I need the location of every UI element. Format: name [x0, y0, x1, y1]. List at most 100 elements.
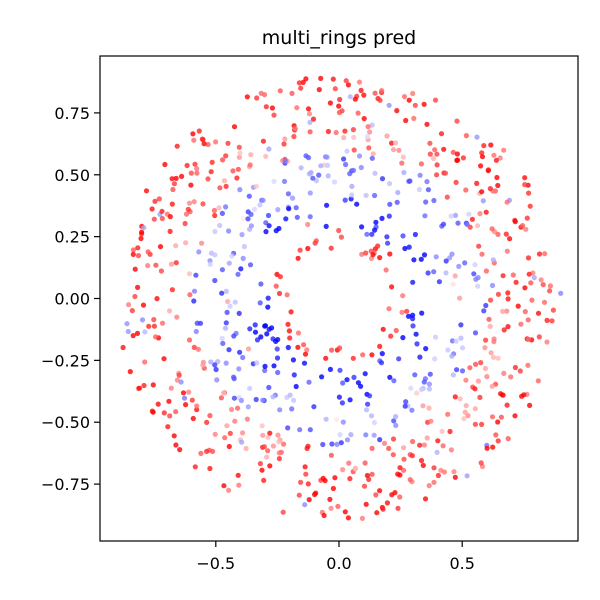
- data-point: [285, 321, 291, 327]
- data-point: [162, 161, 168, 168]
- data-point: [212, 228, 218, 235]
- data-point: [277, 88, 283, 94]
- data-point: [535, 310, 542, 316]
- data-point: [450, 281, 456, 287]
- data-point: [253, 183, 259, 189]
- data-point: [159, 208, 165, 214]
- data-point: [472, 330, 479, 336]
- data-point: [285, 425, 291, 431]
- data-point: [327, 366, 333, 372]
- data-point: [259, 467, 265, 473]
- data-point: [271, 178, 277, 184]
- data-point: [327, 100, 333, 106]
- data-point: [220, 157, 226, 163]
- data-point: [410, 312, 416, 318]
- data-point: [329, 347, 335, 353]
- data-point: [547, 283, 554, 289]
- data-point: [501, 147, 507, 153]
- data-point: [351, 134, 357, 140]
- y-tick-label: 0.50: [54, 166, 90, 185]
- data-point: [495, 355, 501, 361]
- data-point: [219, 267, 225, 273]
- data-point: [371, 420, 377, 426]
- data-point: [236, 144, 242, 150]
- data-point: [248, 223, 254, 229]
- data-point: [359, 251, 365, 257]
- data-point: [460, 155, 466, 161]
- data-point: [173, 260, 179, 266]
- data-point: [482, 365, 488, 372]
- data-point: [161, 410, 167, 416]
- data-point: [292, 126, 298, 132]
- data-point: [288, 309, 294, 315]
- data-point: [431, 479, 437, 485]
- data-point: [432, 356, 438, 362]
- data-point: [356, 153, 363, 159]
- data-point: [149, 206, 155, 212]
- data-point: [389, 140, 395, 146]
- data-point: [275, 432, 281, 438]
- data-point: [261, 477, 267, 483]
- data-point: [266, 146, 272, 152]
- data-point: [305, 245, 311, 252]
- data-point: [444, 194, 450, 200]
- data-point: [275, 369, 281, 376]
- data-point: [403, 117, 409, 124]
- data-point: [245, 216, 251, 222]
- data-point: [240, 255, 246, 261]
- data-point: [453, 179, 459, 185]
- data-point: [529, 297, 535, 303]
- data-point: [260, 138, 266, 144]
- data-point: [505, 324, 511, 330]
- data-point: [207, 261, 213, 267]
- data-point: [336, 394, 342, 400]
- data-point: [408, 385, 414, 391]
- data-point: [191, 137, 197, 143]
- data-point: [386, 306, 392, 312]
- data-point: [369, 122, 375, 128]
- data-point: [335, 503, 341, 509]
- data-point: [244, 94, 250, 100]
- data-point: [495, 438, 501, 444]
- data-point: [294, 105, 300, 111]
- data-point: [217, 222, 223, 229]
- data-point: [374, 510, 380, 516]
- data-point: [389, 284, 395, 290]
- data-point: [306, 111, 313, 117]
- data-point: [424, 179, 430, 185]
- data-point: [387, 181, 393, 187]
- data-point: [504, 199, 510, 205]
- data-point: [193, 328, 199, 335]
- data-point: [150, 382, 156, 388]
- data-point: [241, 243, 247, 250]
- data-point: [265, 295, 271, 301]
- data-point: [350, 127, 356, 133]
- data-point: [483, 302, 489, 309]
- data-point: [298, 479, 304, 485]
- data-point: [306, 171, 312, 177]
- data-point: [364, 231, 370, 237]
- data-point: [243, 445, 249, 452]
- data-point: [507, 236, 513, 242]
- data-point: [234, 175, 240, 181]
- data-point: [210, 448, 216, 454]
- data-point: [227, 303, 233, 309]
- y-tick-label: −0.25: [41, 351, 90, 370]
- data-point: [217, 185, 223, 191]
- data-point: [544, 339, 550, 345]
- data-point: [495, 182, 501, 189]
- data-point: [259, 423, 265, 429]
- data-point: [384, 133, 390, 139]
- data-point: [401, 169, 407, 176]
- data-point: [215, 359, 221, 365]
- data-point: [154, 296, 160, 302]
- data-point: [293, 205, 299, 211]
- data-point: [525, 336, 531, 342]
- data-point: [337, 345, 343, 351]
- data-point: [435, 472, 441, 479]
- data-point: [457, 295, 463, 301]
- data-point: [399, 309, 405, 315]
- data-point: [194, 166, 200, 172]
- data-point: [434, 151, 440, 157]
- data-point: [304, 347, 310, 353]
